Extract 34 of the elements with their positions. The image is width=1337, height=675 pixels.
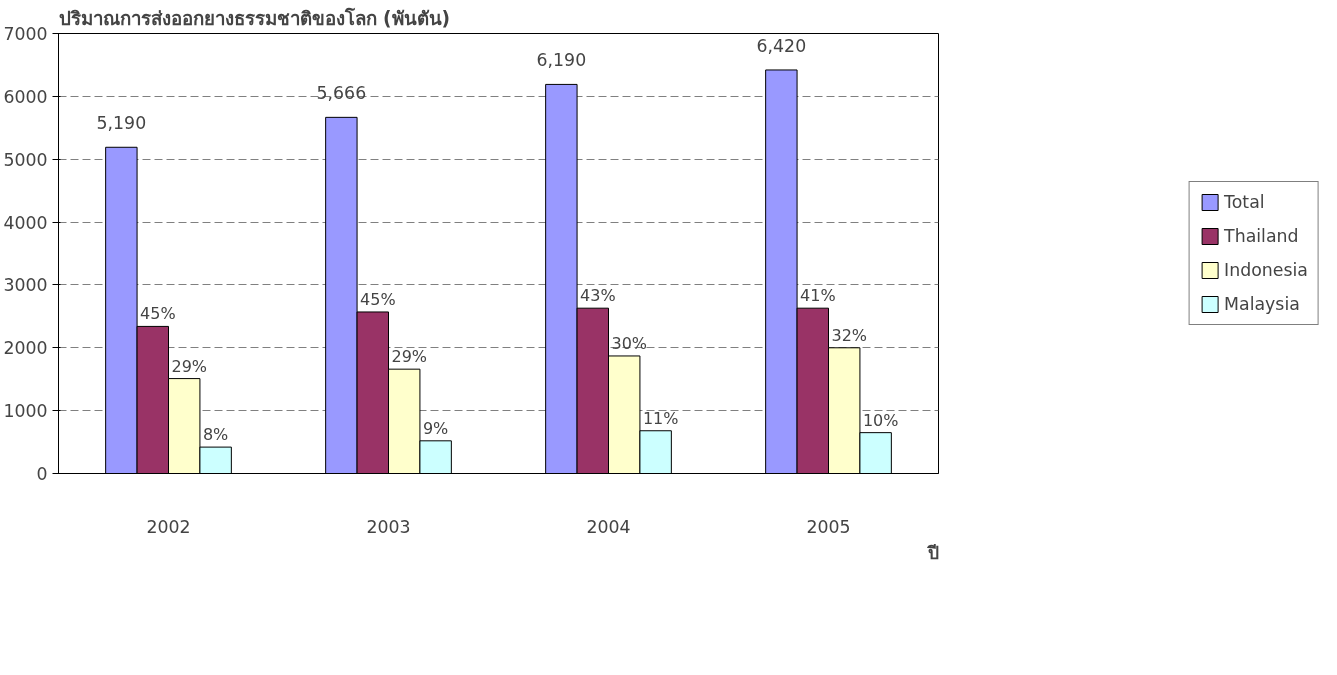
chart-title: ปริมาณการส่งออกยางธรรมชาติของโลก (พันตัน) bbox=[58, 6, 451, 29]
annotation: 45% bbox=[140, 304, 176, 324]
legend-label: Malaysia bbox=[1224, 294, 1300, 314]
annotation: 29% bbox=[171, 356, 208, 376]
x-tick-label: 2005 bbox=[806, 516, 851, 537]
annotation: 9% bbox=[422, 418, 449, 438]
annotation: 8% bbox=[202, 425, 229, 445]
annotation: 32% bbox=[831, 325, 868, 345]
annotation: 29% bbox=[391, 347, 428, 367]
y-tick-label: 7000 bbox=[3, 24, 48, 44]
data-label: 5,666 bbox=[316, 83, 367, 104]
y-tick-label: 4000 bbox=[3, 212, 48, 233]
y-tick-label: 6000 bbox=[3, 86, 48, 107]
y-tick-label: 5000 bbox=[3, 149, 48, 170]
y-tick-label: 2000 bbox=[3, 338, 48, 359]
annotation: 45% bbox=[360, 289, 396, 309]
y-tick-label: 3000 bbox=[3, 275, 48, 296]
x-axis-title: ปี bbox=[926, 542, 939, 563]
y-tick-label: 1000 bbox=[3, 401, 48, 422]
data-label: 6,420 bbox=[756, 35, 807, 56]
annotation: 10% bbox=[862, 410, 899, 430]
annotation: 11% bbox=[642, 408, 679, 428]
legend-label: Indonesia bbox=[1224, 260, 1308, 280]
y-tick-label: 0 bbox=[36, 464, 48, 484]
x-tick-label: 2004 bbox=[586, 516, 631, 537]
data-label: 5,190 bbox=[96, 113, 147, 134]
annotation: 43% bbox=[580, 286, 616, 306]
annotation: 41% bbox=[800, 286, 836, 306]
x-tick-label: 2003 bbox=[366, 516, 411, 537]
legend-label: Total bbox=[1224, 192, 1265, 212]
x-tick-label: 2002 bbox=[146, 516, 191, 537]
data-label: 6,190 bbox=[536, 50, 587, 71]
annotation: 30% bbox=[611, 333, 648, 353]
legend-label: Thailand bbox=[1224, 226, 1299, 246]
